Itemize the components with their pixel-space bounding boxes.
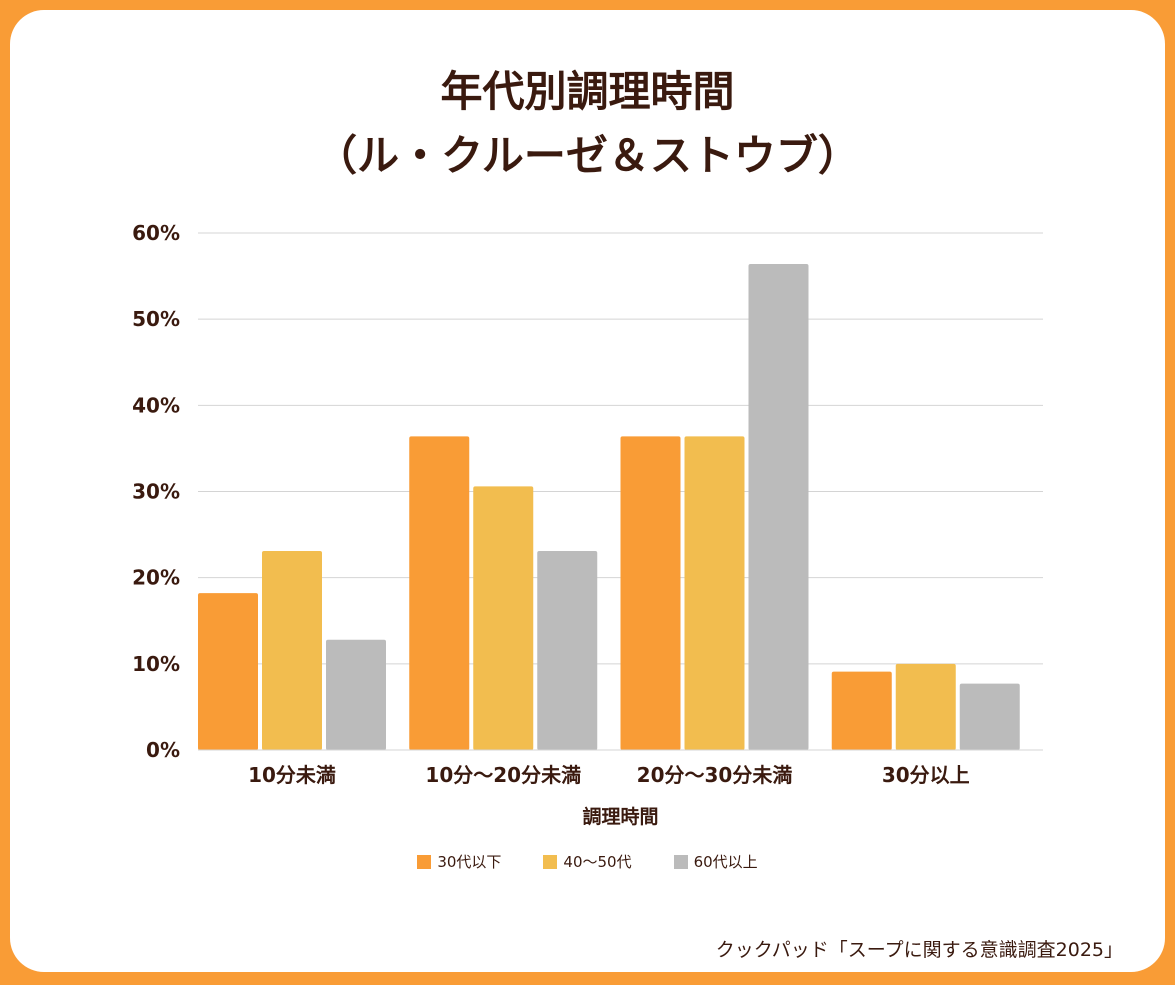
source-caption: クックパッド「スープに関する意識調査2025」	[715, 939, 1123, 961]
bar	[748, 264, 809, 750]
bar	[326, 639, 386, 750]
y-tick-label: 40%	[132, 393, 180, 417]
y-tick-label: 20%	[132, 566, 180, 590]
bar	[537, 550, 598, 750]
bar	[198, 593, 258, 750]
legend-item: 30代以下	[417, 851, 501, 872]
legend-label: 60代以上	[693, 853, 758, 871]
y-tick-label: 10%	[132, 652, 180, 676]
bar	[262, 550, 322, 750]
legend-item: 60代以上	[673, 851, 758, 872]
y-tick-label: 30%	[132, 480, 180, 504]
x-tick-label: 10分未満	[248, 763, 336, 787]
x-tick-label: 30分以上	[882, 763, 970, 787]
legend-item: 40〜50代	[543, 851, 632, 872]
bar	[473, 486, 534, 750]
bar	[684, 436, 745, 750]
legend-swatch	[543, 854, 558, 869]
x-axis-title: 調理時間	[582, 805, 658, 828]
bar	[895, 663, 956, 750]
bar	[409, 436, 470, 750]
y-tick-label: 50%	[132, 307, 180, 331]
bar	[959, 683, 1020, 750]
legend-label: 40〜50代	[563, 853, 632, 871]
chart-title: 年代別調理時間 （ル・クルーゼ＆ストウブ）	[0, 60, 1175, 188]
legend-label: 30代以下	[437, 853, 502, 871]
legend-swatch	[417, 854, 432, 869]
chart-title-line1: 年代別調理時間	[440, 67, 735, 116]
y-tick-label: 0%	[146, 738, 180, 762]
bar	[831, 671, 892, 750]
chart-legend: 30代以下 40〜50代 60代以上	[0, 851, 1175, 872]
x-tick-label: 20分〜30分未満	[637, 763, 793, 787]
y-tick-label: 60%	[132, 221, 180, 245]
x-tick-label: 10分〜20分未満	[425, 763, 581, 787]
bar	[620, 436, 681, 750]
legend-swatch	[673, 854, 688, 869]
chart-title-line2: （ル・クルーゼ＆ストウブ）	[315, 131, 860, 180]
